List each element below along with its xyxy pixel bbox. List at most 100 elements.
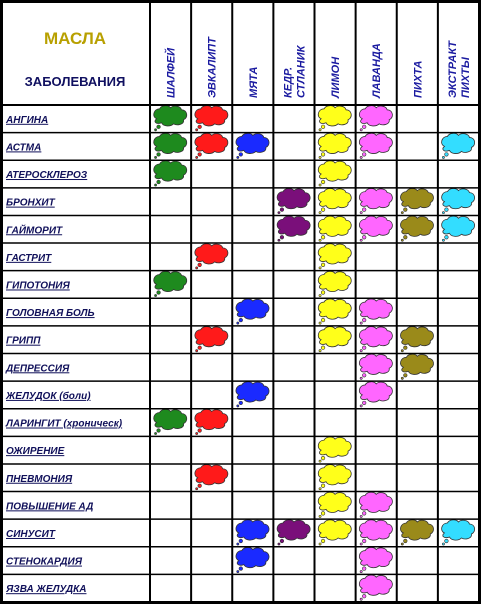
cloud-tail — [359, 404, 363, 408]
oil-cloud — [153, 105, 188, 132]
header-subtitle: ЗАБОЛЕВАНИЯ — [25, 74, 126, 89]
cloud-tail — [359, 156, 363, 159]
oil-cloud — [358, 381, 393, 408]
oil-cloud — [400, 353, 434, 380]
column-header: ЭВКАЛИПТ — [207, 36, 219, 98]
oil-cloud — [441, 132, 475, 159]
cloud-tail — [279, 235, 285, 240]
cloud-tail — [320, 345, 326, 350]
cloud-body — [441, 188, 475, 210]
row-label: ПОВЫШЕНИЕ АД — [6, 501, 93, 512]
cloud-tail — [359, 349, 363, 353]
cloud-tail — [236, 404, 240, 408]
oil-cloud — [317, 519, 352, 546]
cloud-body — [400, 188, 434, 210]
oil-cloud — [317, 215, 352, 242]
oil-cloud — [441, 519, 475, 546]
cloud-tail — [362, 594, 367, 599]
cloud-tail — [362, 566, 367, 571]
cloud-tail — [279, 207, 285, 212]
cloud-tail — [154, 183, 157, 187]
oil-cloud — [153, 409, 188, 435]
cloud-body — [153, 132, 188, 154]
cloud-body — [358, 188, 393, 210]
cloud-tail — [403, 235, 408, 240]
cloud-tail — [362, 511, 367, 516]
cloud-tail — [320, 179, 326, 185]
oil-cloud — [441, 188, 475, 215]
cloud-tail — [400, 238, 404, 242]
cloud-body — [235, 519, 270, 541]
cloud-tail — [318, 156, 322, 159]
cloud-tail — [359, 542, 363, 546]
column-header: ЛАВАНДА — [371, 43, 383, 99]
cloud-tail — [320, 207, 326, 212]
cloud-tail — [318, 321, 322, 325]
oil-cloud — [153, 270, 188, 297]
oil-cloud — [358, 215, 393, 242]
cloud-tail — [362, 235, 367, 240]
cloud-tail — [277, 211, 281, 215]
cloud-body — [358, 215, 393, 237]
cloud-tail — [359, 514, 363, 518]
cloud-tail — [320, 124, 326, 129]
row-label: ЖЕЛУДОК (боли) — [5, 390, 91, 402]
column-header: КЕДР. — [282, 67, 294, 98]
cloud-tail — [400, 211, 404, 215]
cloud-body — [317, 519, 352, 541]
cloud-tail — [403, 373, 408, 378]
cloud-body — [194, 409, 229, 431]
cloud-tail — [362, 207, 367, 212]
oil-cloud — [358, 519, 393, 546]
cloud-tail — [154, 432, 157, 435]
cloud-body — [317, 243, 352, 265]
cloud-tail — [156, 428, 161, 433]
cloud-tail — [318, 459, 322, 463]
cloud-tail — [320, 152, 326, 157]
oil-cloud — [317, 270, 352, 297]
oil-cloud — [194, 243, 229, 270]
cloud-body — [400, 215, 434, 237]
row-label: ЯЗВА ЖЕЛУДКА — [5, 584, 86, 595]
cloud-tail — [400, 542, 404, 546]
oil-cloud — [235, 381, 270, 408]
cloud-tail — [318, 349, 322, 353]
cloud-tail — [318, 487, 322, 491]
cloud-tail — [403, 345, 408, 350]
oil-cloud — [317, 436, 352, 463]
oil-cloud — [194, 409, 229, 435]
cloud-body — [317, 132, 352, 154]
cloud-tail — [318, 514, 322, 518]
cloud-tail — [444, 207, 449, 212]
cloud-tail — [318, 542, 322, 546]
oil-cloud — [358, 547, 393, 573]
cloud-tail — [195, 487, 199, 491]
oil-cloud — [194, 105, 229, 132]
cloud-tail — [359, 238, 363, 242]
cloud-body — [317, 270, 352, 292]
cloud-tail — [318, 266, 322, 270]
cloud-body — [194, 132, 229, 154]
cloud-body — [317, 436, 352, 458]
cloud-tail — [277, 542, 281, 546]
cloud-body — [317, 215, 352, 237]
cloud-tail — [362, 152, 367, 157]
oil-cloud — [441, 215, 475, 242]
cloud-tail — [318, 294, 322, 297]
cloud-tail — [236, 570, 240, 573]
cloud-body — [358, 298, 393, 320]
cloud-body — [276, 188, 311, 210]
cloud-tail — [197, 428, 202, 433]
cloud-tail — [236, 156, 240, 159]
cloud-tail — [359, 376, 363, 380]
row-label: ОЖИРЕНИЕ — [6, 446, 65, 457]
oil-cloud — [276, 519, 311, 546]
cloud-tail — [444, 538, 449, 544]
cloud-body — [194, 464, 229, 486]
header-title: МАСЛА — [44, 29, 106, 48]
oil-cloud — [194, 326, 229, 353]
cloud-body — [400, 326, 434, 348]
row-label: ГОЛОВНАЯ БОЛЬ — [6, 308, 95, 319]
cloud-tail — [197, 262, 202, 267]
